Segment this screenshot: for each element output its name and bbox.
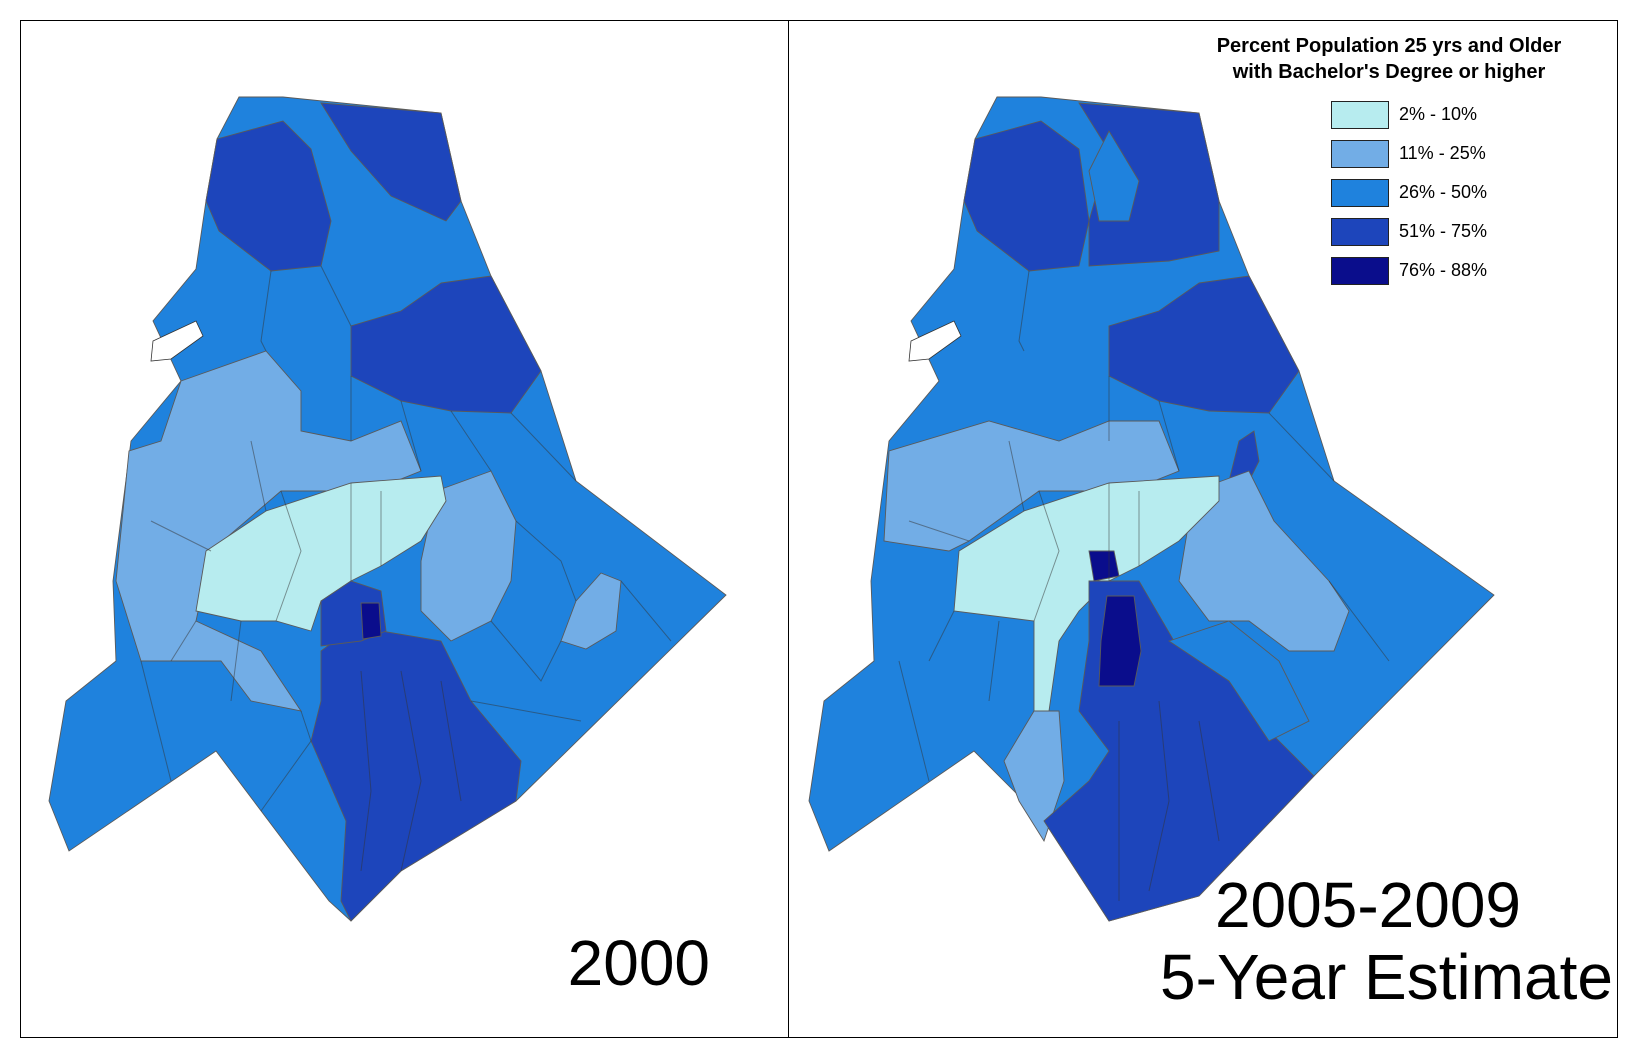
lake-shape — [908, 320, 962, 362]
legend-item: 26% - 50% — [1331, 173, 1609, 212]
legend-label: 76% - 88% — [1399, 260, 1488, 280]
legend-title-line1: Percent Population 25 yrs and Older — [1216, 35, 1562, 57]
tract-north-east — [320, 102, 462, 222]
tract-northeast-mid — [1108, 275, 1300, 414]
map-panel-2000: 2000 — [20, 20, 789, 1038]
legend: Percent Population 25 yrs and Older with… — [1169, 33, 1609, 290]
tract-north-inner — [1088, 130, 1140, 222]
tract-central-darkest-1 — [1088, 550, 1120, 582]
tract-east-ring — [1178, 470, 1350, 652]
legend-swatch — [1331, 178, 1389, 207]
tract-north-west — [963, 120, 1090, 272]
year-label-2000: 2000 — [567, 927, 710, 999]
tract-central-darkest-2 — [1098, 595, 1142, 687]
tract-southeast-mid — [1167, 620, 1310, 742]
legend-label: 11% - 25% — [1399, 143, 1486, 163]
county-map-2005-2009 — [808, 96, 1495, 922]
legend-item: 76% - 88% — [1331, 251, 1609, 290]
map-panel-2005-2009: Percent Population 25 yrs and Older with… — [788, 20, 1618, 1038]
legend-label: 26% - 50% — [1399, 182, 1488, 202]
legend-items: 2% - 10% 11% - 25% 26% - 50% 51% - 75% 7… — [1331, 95, 1609, 290]
legend-title-line2: with Bachelor's Degree or higher — [1232, 61, 1546, 83]
county-map-2000 — [48, 96, 727, 922]
legend-item: 11% - 25% — [1331, 134, 1609, 173]
legend-item: 51% - 75% — [1331, 212, 1609, 251]
legend-label: 51% - 75% — [1399, 221, 1488, 241]
year-label-5-year-estimate: 5-Year Estimate — [1160, 941, 1613, 1013]
legend-swatch — [1331, 256, 1389, 285]
tract-boundaries — [898, 270, 1390, 901]
year-label-2005-2009: 2005-2009 — [1214, 869, 1521, 941]
lake-shape — [150, 320, 204, 362]
legend-swatch — [1331, 100, 1389, 129]
legend-label: 2% - 10% — [1399, 104, 1478, 124]
tract-southwest-light — [1003, 710, 1065, 843]
tract-central-darkest — [360, 602, 382, 640]
legend-swatch — [1331, 139, 1389, 168]
legend-item: 2% - 10% — [1331, 95, 1609, 134]
legend-swatch — [1331, 217, 1389, 246]
tract-boundaries — [140, 265, 672, 872]
tract-northeast-mid — [350, 275, 542, 414]
tract-central-light — [195, 475, 447, 632]
